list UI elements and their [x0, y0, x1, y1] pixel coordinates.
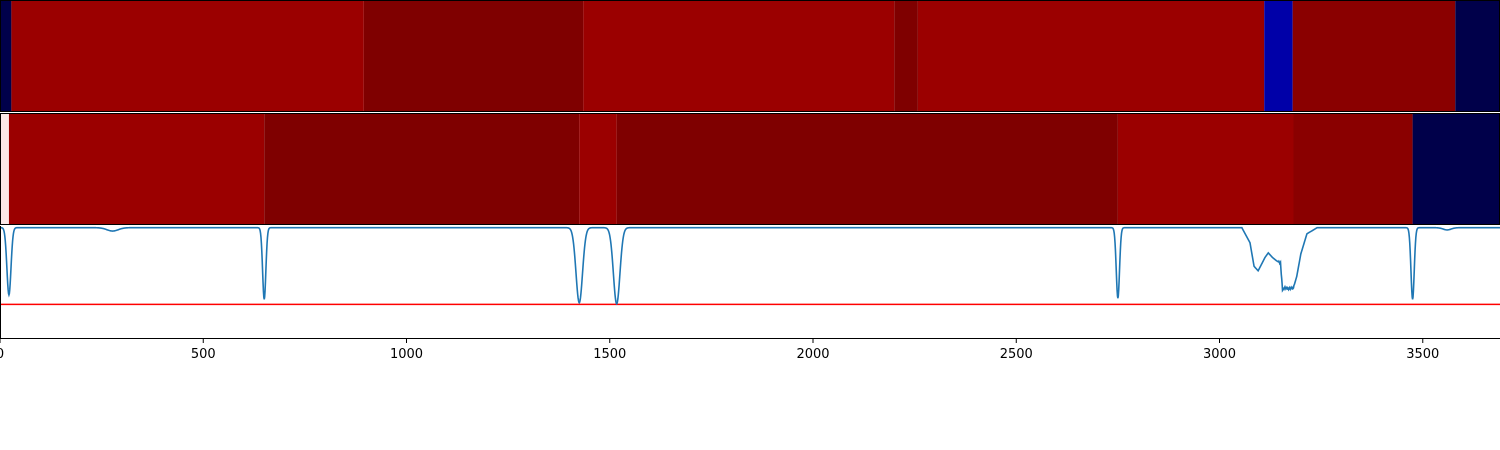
heatmap-segment [1117, 113, 1294, 225]
heatmap-segment [264, 113, 580, 225]
heatmap-segment [0, 0, 12, 112]
x-axis: 0 500 1000 1500 2000 2500 3000 3500 [0, 338, 1439, 362]
heatmap-segment [0, 113, 9, 225]
heatmap-segment [1412, 113, 1500, 225]
line-panel-bottom [0, 226, 1500, 339]
heatmap-segment [1292, 0, 1456, 112]
heatmap-segment [1264, 0, 1293, 112]
x-tick-label: 3000 [1203, 347, 1236, 362]
heatmap-segment [894, 0, 918, 112]
x-tick-label: 0 [0, 347, 4, 362]
x-tick-label: 2500 [1000, 347, 1033, 362]
x-tick-label: 500 [191, 347, 216, 362]
heatmap-segment [8, 113, 265, 225]
heatmap-segment [1293, 113, 1413, 225]
series-line [0, 226, 1500, 306]
heatmap-segment [583, 0, 895, 112]
heatmap-segment [616, 113, 1118, 225]
heatmap-segment [579, 113, 617, 225]
heatmap-segment [11, 0, 364, 112]
heatmap-segment [363, 0, 584, 112]
x-tick-label: 1000 [390, 347, 423, 362]
heatmap-panel-top [0, 0, 1500, 112]
heatmap-segment [1455, 0, 1500, 112]
x-tick-label: 1500 [593, 347, 626, 362]
heatmap-panel-middle [0, 113, 1500, 225]
x-tick-label: 3500 [1406, 347, 1439, 362]
x-tick-label: 2000 [796, 347, 829, 362]
heatmap-segment [917, 0, 1265, 112]
